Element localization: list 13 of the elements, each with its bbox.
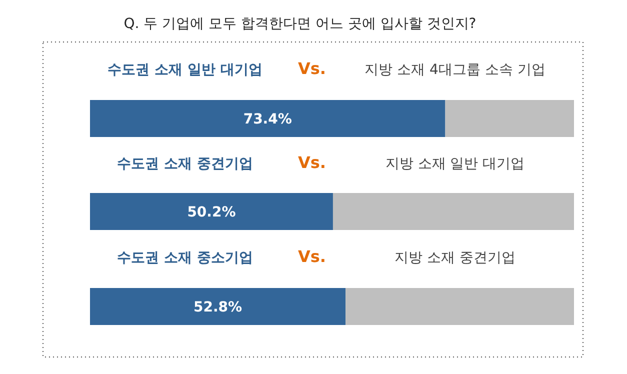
y-tick-label: 수도권 소재 중소기업 bbox=[117, 250, 253, 266]
annotation: Vs. bbox=[298, 59, 326, 78]
annotation: Vs. bbox=[298, 247, 326, 266]
annotation: 지방 소재 4대그룹 소속 기업 bbox=[364, 62, 546, 78]
annotation: 지방 소재 중견기업 bbox=[394, 250, 516, 266]
y-tick-label: 수도권 소재 일반 대기업 bbox=[108, 62, 262, 78]
data-label: 73.4% bbox=[243, 112, 292, 128]
annotation: Vs. bbox=[298, 153, 326, 172]
chart-title: Q. 두 기업에 모두 합격한다면 어느 곳에 입사할 것인지? bbox=[124, 16, 476, 32]
data-label: 50.2% bbox=[187, 204, 236, 220]
data-label: 52.8% bbox=[193, 300, 242, 316]
annotation: 지방 소재 일반 대기업 bbox=[385, 156, 525, 172]
y-tick-label: 수도권 소재 중견기업 bbox=[117, 156, 253, 172]
